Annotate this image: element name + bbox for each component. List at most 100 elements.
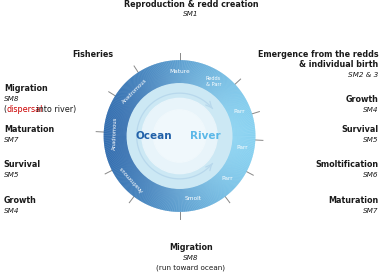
Wedge shape bbox=[141, 70, 154, 91]
Wedge shape bbox=[115, 164, 136, 178]
Wedge shape bbox=[212, 76, 227, 95]
Wedge shape bbox=[111, 159, 133, 169]
Wedge shape bbox=[147, 67, 158, 89]
Wedge shape bbox=[214, 175, 230, 193]
Wedge shape bbox=[104, 140, 128, 142]
Wedge shape bbox=[221, 90, 240, 104]
Wedge shape bbox=[160, 62, 167, 85]
Wedge shape bbox=[228, 109, 251, 118]
Wedge shape bbox=[136, 73, 150, 93]
Wedge shape bbox=[115, 96, 135, 109]
Wedge shape bbox=[204, 69, 216, 90]
Wedge shape bbox=[222, 91, 241, 105]
Wedge shape bbox=[218, 85, 236, 101]
Wedge shape bbox=[166, 187, 171, 211]
Wedge shape bbox=[108, 153, 130, 161]
Wedge shape bbox=[105, 145, 128, 150]
Wedge shape bbox=[106, 118, 129, 124]
Wedge shape bbox=[232, 138, 256, 139]
Wedge shape bbox=[227, 157, 249, 168]
Wedge shape bbox=[111, 103, 132, 114]
Wedge shape bbox=[182, 60, 184, 84]
Wedge shape bbox=[117, 165, 136, 179]
Wedge shape bbox=[230, 150, 253, 157]
Wedge shape bbox=[232, 139, 255, 141]
Wedge shape bbox=[118, 90, 138, 105]
Wedge shape bbox=[189, 187, 195, 211]
Wedge shape bbox=[187, 61, 191, 84]
Wedge shape bbox=[135, 74, 150, 94]
Wedge shape bbox=[107, 113, 129, 121]
Wedge shape bbox=[128, 80, 144, 98]
Wedge shape bbox=[147, 183, 158, 205]
Wedge shape bbox=[209, 179, 223, 199]
Wedge shape bbox=[118, 166, 137, 181]
Wedge shape bbox=[203, 183, 214, 204]
Wedge shape bbox=[231, 121, 254, 126]
Wedge shape bbox=[124, 171, 141, 188]
Wedge shape bbox=[226, 159, 248, 171]
Wedge shape bbox=[135, 178, 149, 198]
Wedge shape bbox=[232, 131, 255, 133]
Wedge shape bbox=[231, 142, 255, 145]
Wedge shape bbox=[231, 144, 255, 148]
Wedge shape bbox=[158, 186, 165, 209]
Wedge shape bbox=[106, 116, 129, 123]
Wedge shape bbox=[104, 126, 128, 130]
Wedge shape bbox=[171, 61, 174, 84]
Wedge shape bbox=[230, 117, 253, 123]
Wedge shape bbox=[105, 123, 128, 128]
Wedge shape bbox=[190, 187, 196, 210]
Wedge shape bbox=[183, 60, 186, 84]
Wedge shape bbox=[107, 151, 129, 158]
Wedge shape bbox=[105, 147, 129, 153]
Wedge shape bbox=[224, 96, 244, 109]
Wedge shape bbox=[199, 184, 209, 206]
Wedge shape bbox=[106, 117, 129, 123]
Wedge shape bbox=[169, 188, 173, 211]
Text: Growth: Growth bbox=[4, 196, 37, 205]
Wedge shape bbox=[110, 104, 132, 115]
Wedge shape bbox=[105, 120, 128, 125]
Wedge shape bbox=[194, 63, 202, 86]
Wedge shape bbox=[117, 92, 137, 106]
Wedge shape bbox=[132, 77, 147, 95]
Wedge shape bbox=[229, 153, 252, 161]
Wedge shape bbox=[231, 129, 255, 131]
Wedge shape bbox=[195, 186, 203, 208]
Wedge shape bbox=[143, 69, 155, 90]
Wedge shape bbox=[104, 141, 128, 143]
Text: SM6: SM6 bbox=[363, 172, 378, 178]
Wedge shape bbox=[218, 85, 236, 101]
Wedge shape bbox=[213, 77, 228, 96]
Wedge shape bbox=[180, 188, 181, 212]
Wedge shape bbox=[228, 156, 250, 165]
Wedge shape bbox=[148, 184, 159, 205]
Wedge shape bbox=[227, 104, 249, 114]
Wedge shape bbox=[104, 138, 127, 140]
Wedge shape bbox=[149, 66, 159, 88]
Wedge shape bbox=[192, 62, 199, 85]
Wedge shape bbox=[159, 186, 166, 209]
Wedge shape bbox=[178, 188, 179, 212]
Wedge shape bbox=[115, 163, 135, 176]
Wedge shape bbox=[197, 65, 206, 87]
Wedge shape bbox=[216, 173, 233, 191]
Wedge shape bbox=[139, 180, 152, 201]
Wedge shape bbox=[193, 63, 201, 86]
Wedge shape bbox=[125, 172, 142, 189]
Wedge shape bbox=[199, 184, 208, 207]
Wedge shape bbox=[198, 65, 207, 87]
Wedge shape bbox=[161, 62, 167, 85]
Wedge shape bbox=[105, 121, 128, 126]
Wedge shape bbox=[199, 66, 209, 88]
Wedge shape bbox=[174, 60, 176, 84]
Wedge shape bbox=[218, 84, 235, 101]
Wedge shape bbox=[154, 64, 162, 87]
Wedge shape bbox=[207, 180, 220, 200]
Wedge shape bbox=[104, 140, 128, 143]
Wedge shape bbox=[134, 75, 149, 94]
Wedge shape bbox=[180, 60, 181, 84]
Wedge shape bbox=[166, 61, 171, 85]
Wedge shape bbox=[232, 137, 256, 139]
